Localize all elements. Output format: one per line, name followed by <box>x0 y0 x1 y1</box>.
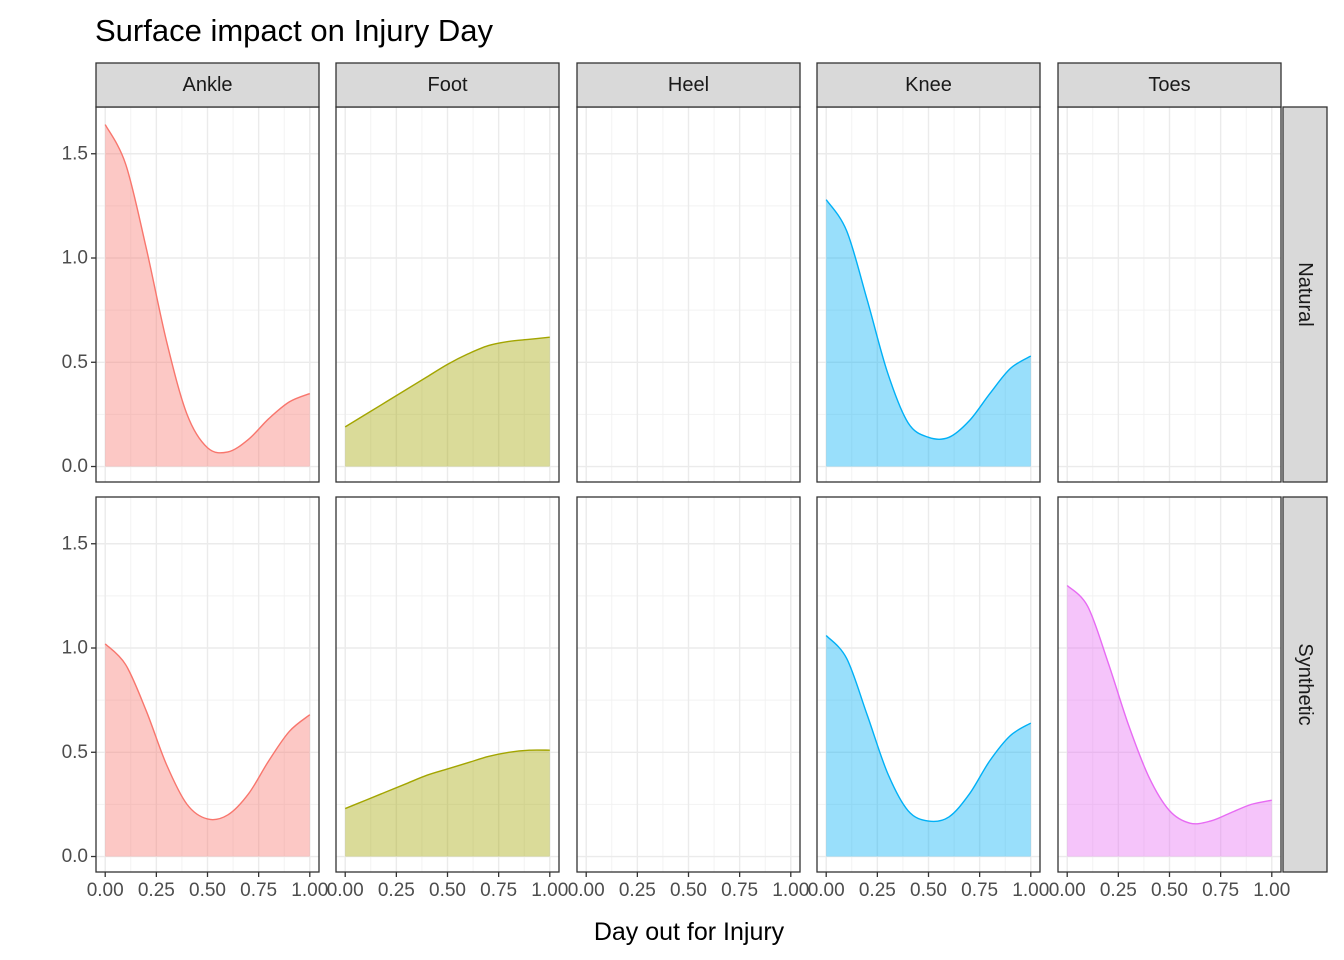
x-tick-label: 1.00 <box>1012 880 1049 901</box>
panel-natural-heel <box>576 106 801 483</box>
density-line-knee <box>825 199 1032 440</box>
density-line-foot <box>344 749 550 810</box>
column-strip-ankle: Ankle <box>95 62 320 108</box>
density-area-ankle <box>105 124 310 467</box>
column-strip-heel: Heel <box>576 62 801 108</box>
panel-natural-knee <box>816 106 1041 483</box>
x-axis-knee: 0.00 0.25 0.50 0.75 1.00 <box>808 872 1049 901</box>
x-axis-heel: 0.00 0.25 0.50 0.75 1.00 <box>568 872 809 901</box>
density-line-ankle <box>104 124 311 454</box>
column-strip-label: Ankle <box>182 74 232 96</box>
x-tick-label: 1.00 <box>291 880 328 901</box>
column-strip-label: Foot <box>427 74 467 96</box>
row-strip-synthetic: Synthetic <box>1282 496 1328 873</box>
column-strip-background <box>1057 62 1282 108</box>
panel-synthetic-toes <box>1057 496 1282 873</box>
column-strip-label: Toes <box>1148 74 1190 96</box>
y-tick-label: 0.0 <box>62 456 88 477</box>
density-area-toes <box>1067 585 1272 857</box>
y-tick-label: 0.5 <box>62 352 88 373</box>
x-tick-label: 1.00 <box>772 880 809 901</box>
y-tick-label: 0.0 <box>62 846 88 867</box>
density-area-foot <box>345 337 550 467</box>
density-area-ankle <box>105 643 310 857</box>
x-tick-label: 0.50 <box>910 880 947 901</box>
x-tick-label: 0.00 <box>568 880 605 901</box>
panel-natural-toes <box>1057 106 1282 483</box>
column-strip-background <box>95 62 320 108</box>
x-axis-toes: 0.00 0.25 0.50 0.75 1.00 <box>1049 872 1290 901</box>
panel-natural-ankle <box>95 106 320 483</box>
x-tick-label: 0.00 <box>1049 880 1086 901</box>
x-axis-ankle: 0.00 0.25 0.50 0.75 1.00 <box>87 872 328 901</box>
x-tick-label: 0.75 <box>240 880 277 901</box>
density-line-foot <box>344 336 550 428</box>
x-tick-label: 0.50 <box>429 880 466 901</box>
density-line-toes <box>1066 584 1272 825</box>
column-strip-background <box>816 62 1041 108</box>
x-tick-label: 0.75 <box>961 880 998 901</box>
x-tick-label: 0.00 <box>87 880 124 901</box>
density-area-knee <box>826 635 1031 857</box>
x-tick-label: 0.25 <box>859 880 896 901</box>
y-tick-label: 1.0 <box>62 638 88 659</box>
column-strip-background <box>335 62 560 108</box>
x-tick-label: 0.00 <box>808 880 845 901</box>
row-strip-label: Natural <box>1294 262 1316 326</box>
y-tick-label: 1.0 <box>62 248 88 269</box>
y-axis-natural: 0.0 0.5 1.0 1.5 <box>62 143 96 477</box>
x-tick-label: 0.25 <box>378 880 415 901</box>
x-tick-label: 1.00 <box>1253 880 1290 901</box>
panel-synthetic-heel <box>576 496 801 873</box>
x-tick-label: 0.75 <box>721 880 758 901</box>
density-area-knee <box>826 199 1031 467</box>
density-area-foot <box>345 750 550 857</box>
x-tick-label: 0.25 <box>619 880 656 901</box>
panel-synthetic-ankle <box>95 496 320 873</box>
y-axis-synthetic: 0.0 0.5 1.0 1.5 <box>62 533 96 867</box>
x-tick-label: 0.50 <box>189 880 226 901</box>
column-strip-toes: Toes <box>1057 62 1282 108</box>
column-strip-foot: Foot <box>335 62 560 108</box>
density-line-knee <box>825 635 1032 823</box>
x-tick-label: 0.75 <box>1202 880 1239 901</box>
column-strip-knee: Knee <box>816 62 1041 108</box>
column-strip-label: Heel <box>668 74 709 96</box>
y-tick-label: 1.5 <box>62 533 88 554</box>
row-strip-label: Synthetic <box>1294 643 1316 725</box>
row-strip-background <box>1282 496 1328 873</box>
x-tick-label: 0.50 <box>670 880 707 901</box>
y-tick-label: 0.5 <box>62 742 88 763</box>
y-tick-label: 1.5 <box>62 143 88 164</box>
row-strip-natural: Natural <box>1282 106 1328 483</box>
panel-synthetic-foot <box>335 496 560 873</box>
x-tick-label: 0.75 <box>480 880 517 901</box>
column-strip-label: Knee <box>905 74 952 96</box>
x-tick-label: 0.00 <box>327 880 364 901</box>
x-tick-label: 1.00 <box>531 880 568 901</box>
panel-synthetic-knee <box>816 496 1041 873</box>
chart-title: Surface impact on Injury Day <box>95 13 494 48</box>
column-strip-background <box>576 62 801 108</box>
row-strip-background <box>1282 106 1328 483</box>
x-tick-label: 0.25 <box>1100 880 1137 901</box>
x-tick-label: 0.25 <box>138 880 175 901</box>
x-tick-label: 0.50 <box>1151 880 1188 901</box>
x-axis-title: Day out for Injury <box>594 918 785 946</box>
panel-natural-foot <box>335 106 560 483</box>
x-axis-foot: 0.00 0.25 0.50 0.75 1.00 <box>327 872 568 901</box>
density-line-ankle <box>104 643 311 821</box>
